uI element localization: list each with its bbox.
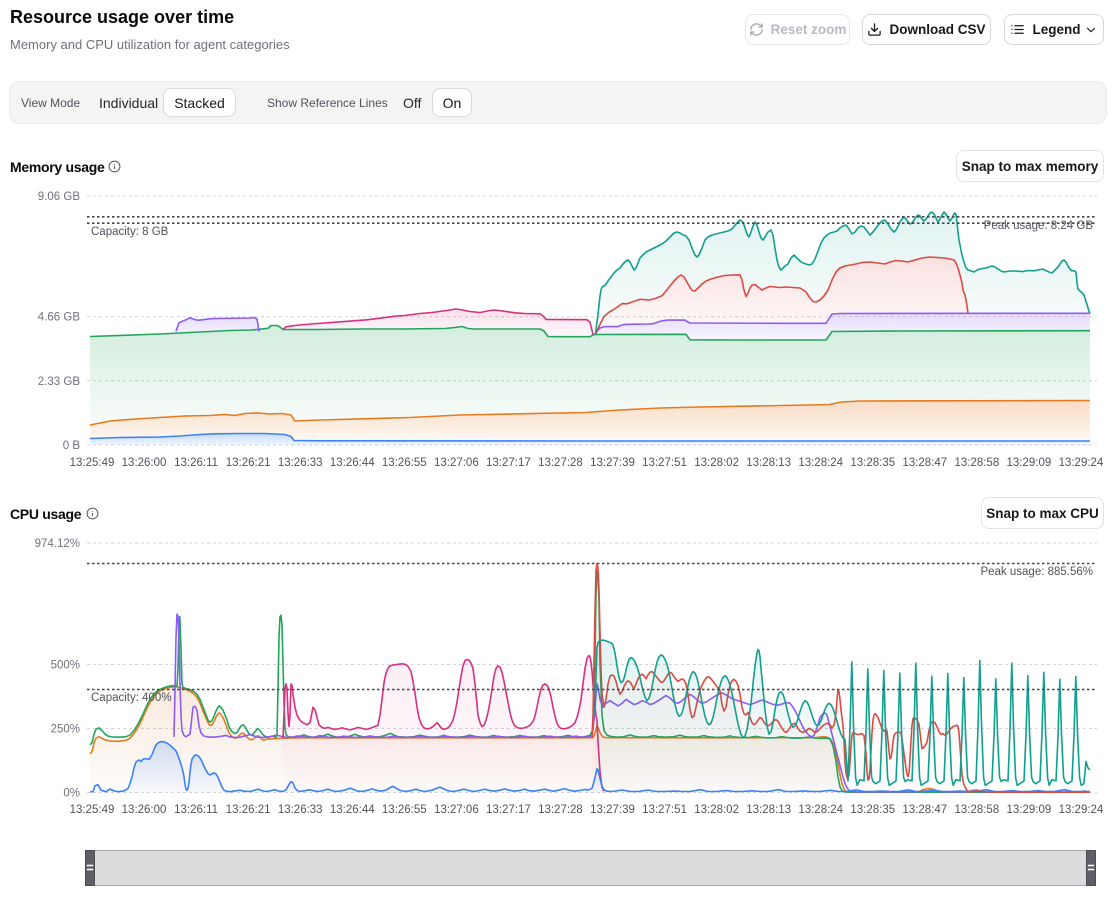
svg-text:13:27:06: 13:27:06 xyxy=(434,457,479,469)
svg-text:13:28:02: 13:28:02 xyxy=(694,457,739,469)
svg-text:13:28:58: 13:28:58 xyxy=(954,457,999,469)
svg-text:13:28:02: 13:28:02 xyxy=(694,804,739,816)
svg-text:13:29:09: 13:29:09 xyxy=(1007,457,1052,469)
svg-text:13:27:28: 13:27:28 xyxy=(538,457,583,469)
svg-text:13:28:13: 13:28:13 xyxy=(746,804,791,816)
svg-text:13:28:35: 13:28:35 xyxy=(850,457,895,469)
svg-text:13:26:21: 13:26:21 xyxy=(226,457,271,469)
svg-text:0 B: 0 B xyxy=(63,440,81,452)
svg-text:4.66 GB: 4.66 GB xyxy=(38,312,81,324)
svg-text:Peak usage: 885.56%: Peak usage: 885.56% xyxy=(980,566,1093,578)
svg-text:13:27:39: 13:27:39 xyxy=(590,804,635,816)
svg-text:13:26:55: 13:26:55 xyxy=(382,804,427,816)
svg-text:Capacity: 8 GB: Capacity: 8 GB xyxy=(91,226,169,238)
svg-text:9.06 GB: 9.06 GB xyxy=(38,191,81,203)
svg-text:974.12%: 974.12% xyxy=(35,538,80,550)
svg-text:13:29:24: 13:29:24 xyxy=(1059,804,1104,816)
svg-text:13:28:47: 13:28:47 xyxy=(902,457,947,469)
svg-text:13:27:17: 13:27:17 xyxy=(486,457,531,469)
svg-text:13:28:24: 13:28:24 xyxy=(798,457,843,469)
svg-text:13:26:00: 13:26:00 xyxy=(122,804,167,816)
svg-text:13:26:11: 13:26:11 xyxy=(174,804,218,816)
svg-text:13:27:28: 13:27:28 xyxy=(538,804,583,816)
svg-text:13:26:21: 13:26:21 xyxy=(226,804,271,816)
svg-text:Peak usage: 8.24 GB: Peak usage: 8.24 GB xyxy=(984,220,1094,232)
svg-text:13:28:24: 13:28:24 xyxy=(798,804,843,816)
svg-text:13:29:09: 13:29:09 xyxy=(1007,804,1052,816)
svg-text:500%: 500% xyxy=(51,660,80,672)
svg-text:13:28:58: 13:28:58 xyxy=(954,804,999,816)
svg-text:13:27:17: 13:27:17 xyxy=(486,804,531,816)
svg-text:13:25:49: 13:25:49 xyxy=(70,457,115,469)
svg-text:13:27:39: 13:27:39 xyxy=(590,457,635,469)
svg-text:0%: 0% xyxy=(63,788,80,800)
svg-text:Capacity: 400%: Capacity: 400% xyxy=(91,692,172,704)
svg-text:13:26:44: 13:26:44 xyxy=(330,804,375,816)
svg-text:13:29:24: 13:29:24 xyxy=(1059,457,1104,469)
svg-text:13:26:33: 13:26:33 xyxy=(278,457,323,469)
svg-text:13:25:49: 13:25:49 xyxy=(70,804,115,816)
svg-text:13:26:33: 13:26:33 xyxy=(278,804,323,816)
svg-text:13:26:55: 13:26:55 xyxy=(382,457,427,469)
svg-text:13:26:44: 13:26:44 xyxy=(330,457,375,469)
svg-text:13:26:00: 13:26:00 xyxy=(122,457,167,469)
svg-text:2.33 GB: 2.33 GB xyxy=(38,376,81,388)
svg-text:13:27:51: 13:27:51 xyxy=(642,804,687,816)
svg-text:13:28:47: 13:28:47 xyxy=(902,804,947,816)
svg-text:250%: 250% xyxy=(51,724,80,736)
svg-text:13:27:06: 13:27:06 xyxy=(434,804,479,816)
svg-text:13:26:11: 13:26:11 xyxy=(174,457,218,469)
svg-text:13:27:51: 13:27:51 xyxy=(642,457,687,469)
svg-text:13:28:35: 13:28:35 xyxy=(850,804,895,816)
svg-text:13:28:13: 13:28:13 xyxy=(746,457,791,469)
